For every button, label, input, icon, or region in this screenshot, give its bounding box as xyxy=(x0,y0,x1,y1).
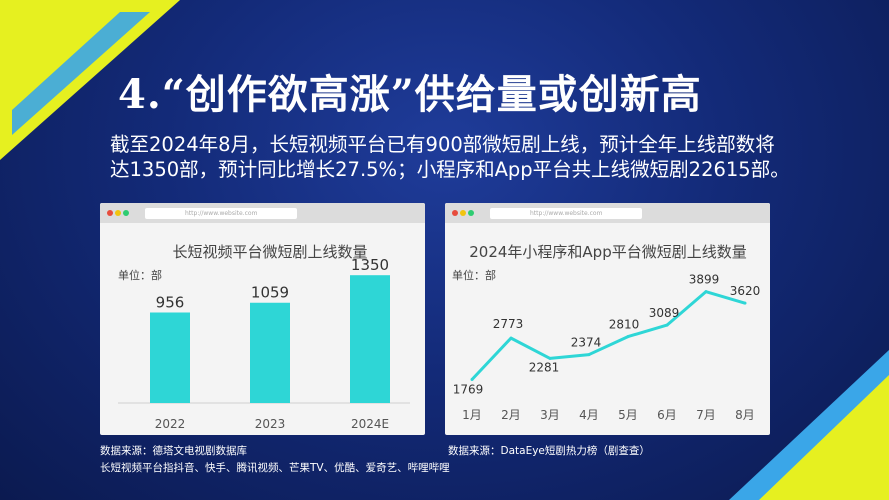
data-label: 2281 xyxy=(529,360,560,374)
corner-decoration-top-left xyxy=(0,0,180,160)
x-tick-label: 7月 xyxy=(696,408,716,422)
source-note-left: 数据来源：德塔文电视剧数据库 长短视频平台指抖音、快手、腾讯视频、芒果TV、优酷… xyxy=(100,443,450,477)
data-label: 3620 xyxy=(730,284,761,298)
data-label: 3899 xyxy=(689,273,720,287)
bar-value-label: 956 xyxy=(156,293,185,311)
x-tick-label: 2024E xyxy=(351,417,389,431)
data-point xyxy=(548,356,552,360)
bar-chart-card: http://www.website.com 长短视频平台微短剧上线数量 单位：… xyxy=(100,203,425,435)
data-point xyxy=(743,301,747,305)
source-note-right: 数据来源：DataEye短剧热力榜（剧查查） xyxy=(448,443,650,460)
source-line: 长短视频平台指抖音、快手、腾讯视频、芒果TV、优酷、爱奇艺、哔哩哔哩 xyxy=(100,462,450,474)
bar-value-label: 1350 xyxy=(351,256,389,274)
bar-value-label: 1059 xyxy=(251,284,289,302)
bar xyxy=(150,312,190,403)
data-point xyxy=(626,335,630,339)
data-point xyxy=(509,336,513,340)
url-bar: http://www.website.com xyxy=(490,208,642,219)
page-title: 4.“创作欲高涨”供给量或创新高 xyxy=(118,71,702,118)
data-point xyxy=(587,353,591,357)
page-description: 截至2024年8月，长短视频平台已有900部微短剧上线，预计全年上线部数将达13… xyxy=(110,133,790,181)
x-tick-label: 1月 xyxy=(462,408,482,422)
x-tick-label: 2月 xyxy=(501,408,521,422)
browser-bar: http://www.website.com xyxy=(445,203,770,223)
source-line: 数据来源：DataEye短剧热力榜（剧查查） xyxy=(448,445,650,457)
source-line: 数据来源：德塔文电视剧数据库 xyxy=(100,445,247,457)
line-chart-card: http://www.website.com 2024年小程序和App平台微短剧… xyxy=(445,203,770,435)
x-tick-label: 2023 xyxy=(255,417,286,431)
line-chart-unit-label: 单位：部 xyxy=(452,268,496,282)
minimize-dot-icon xyxy=(460,210,466,216)
corner-decoration-bottom-right xyxy=(729,350,889,500)
bar-chart-unit-label: 单位：部 xyxy=(118,268,162,282)
line-chart: 2024年小程序和App平台微短剧上线数量 单位：部 1769 1月 2773 2月 2… xyxy=(452,243,761,422)
x-tick-label: 8月 xyxy=(735,408,755,422)
maximize-dot-icon xyxy=(123,210,129,216)
browser-bar: http://www.website.com xyxy=(100,203,425,223)
data-point xyxy=(470,378,474,382)
data-label: 2374 xyxy=(571,336,602,350)
minimize-dot-icon xyxy=(115,210,121,216)
bar xyxy=(350,275,390,403)
bar xyxy=(250,302,290,403)
bar-chart-title: 长短视频平台微短剧上线数量 xyxy=(172,243,367,261)
bar-chart: 长短视频平台微短剧上线数量 单位：部 956 2022 1059 2023 1350 20… xyxy=(118,243,410,431)
maximize-dot-icon xyxy=(468,210,474,216)
x-tick-label: 6月 xyxy=(657,408,677,422)
data-label: 1769 xyxy=(453,383,484,397)
data-label: 2773 xyxy=(493,317,524,331)
close-dot-icon xyxy=(452,210,458,216)
data-point xyxy=(704,290,708,294)
line-chart-title: 2024年小程序和App平台微短剧上线数量 xyxy=(469,243,746,261)
x-tick-label: 5月 xyxy=(618,408,638,422)
data-label: 2810 xyxy=(609,318,640,332)
data-label: 3089 xyxy=(649,306,680,320)
x-tick-label: 3月 xyxy=(540,408,560,422)
series-line xyxy=(470,290,746,381)
data-point xyxy=(665,323,669,327)
x-tick-label: 2022 xyxy=(155,417,186,431)
close-dot-icon xyxy=(107,210,113,216)
x-tick-label: 4月 xyxy=(579,408,599,422)
url-bar: http://www.website.com xyxy=(145,208,297,219)
